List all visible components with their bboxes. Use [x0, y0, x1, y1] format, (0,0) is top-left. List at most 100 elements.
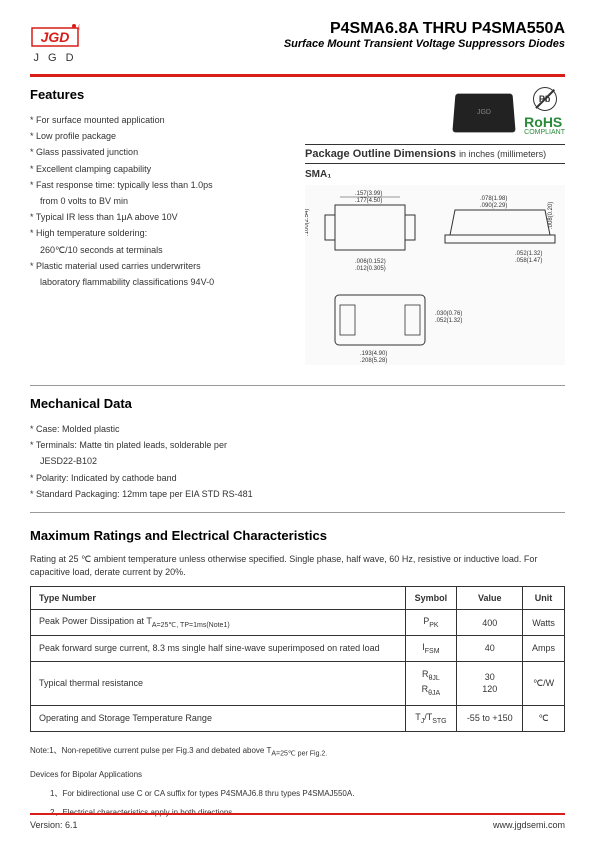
td-symbol: PPK — [405, 610, 457, 636]
pb-free-icon: Pb — [533, 87, 557, 111]
td-type: Operating and Storage Temperature Range — [31, 705, 406, 731]
table-row: Peak Power Dissipation at TA=25℃, TP=1ms… — [31, 610, 565, 636]
svg-text:®: ® — [78, 23, 80, 32]
dim: .090(2.29) — [480, 203, 507, 209]
table-row: Operating and Storage Temperature Range … — [31, 705, 565, 731]
pb-text: Pb — [539, 94, 551, 104]
table-header-row: Type Number Symbol Value Unit — [31, 587, 565, 610]
td-unit: ℃/W — [523, 661, 565, 705]
divider — [30, 512, 565, 513]
divider — [30, 385, 565, 386]
th-unit: Unit — [523, 587, 565, 610]
bipolar-heading: Devices for Bipolar Applications — [30, 769, 565, 782]
th-type: Type Number — [31, 587, 406, 610]
logo: JGD ® J G D — [30, 20, 80, 64]
logo-text: J G D — [33, 52, 76, 64]
feature-item: Plastic material used carries underwrite… — [30, 258, 285, 274]
note-1: Note:1、Non-repetitive current pulse per … — [30, 745, 565, 760]
td-unit: ℃ — [523, 705, 565, 731]
version-text: Version: 6.1 — [30, 820, 78, 830]
feature-indent: laboratory flammability classifications … — [30, 274, 285, 290]
ratings-heading: Maximum Ratings and Electrical Character… — [30, 528, 565, 543]
package-heading: Package Outline Dimensions in inches (mi… — [305, 144, 565, 164]
feature-item: Fast response time: typically less than … — [30, 177, 285, 193]
features-list-2: Typical IR less than 1μA above 10V High … — [30, 209, 285, 241]
left-column: Features For surface mounted application… — [30, 87, 285, 365]
mech-item: Terminals: Matte tin plated leads, solde… — [30, 437, 565, 453]
package-units: in inches (millimeters) — [459, 149, 546, 159]
td-symbol: IFSM — [405, 635, 457, 661]
mechanical-section: Mechanical Data Case: Molded plastic Ter… — [0, 396, 595, 502]
feature-indent: 260℃/10 seconds at terminals — [30, 242, 285, 258]
mechanical-list: Case: Molded plastic Terminals: Matte ti… — [30, 421, 565, 453]
content-columns: Features For surface mounted application… — [0, 77, 595, 375]
mech-item: Case: Molded plastic — [30, 421, 565, 437]
header: JGD ® J G D P4SMA6.8A THRU P4SMA550A Sur… — [0, 0, 595, 69]
rohs-sub: COMPLIANT — [524, 129, 565, 136]
td-value: 40 — [457, 635, 523, 661]
td-value: 400 — [457, 610, 523, 636]
right-column: JGD Pb RoHS COMPLIANT Package Outline Di… — [305, 87, 565, 365]
table-row: Typical thermal resistance RθJLRθJA 3012… — [31, 661, 565, 705]
url-text: www.jgdsemi.com — [493, 820, 565, 830]
features-list-3: Plastic material used carries underwrite… — [30, 258, 285, 274]
ratings-section: Maximum Ratings and Electrical Character… — [0, 523, 595, 737]
page-title: P4SMA6.8A THRU P4SMA550A — [284, 20, 565, 38]
dim: .058(1.47) — [515, 258, 542, 264]
svg-text:JGD: JGD — [477, 108, 491, 115]
title-block: P4SMA6.8A THRU P4SMA550A Surface Mount T… — [284, 20, 565, 50]
feature-item: High temperature soldering: — [30, 225, 285, 241]
th-value: Value — [457, 587, 523, 610]
svg-text:JGD: JGD — [41, 29, 70, 45]
feature-item: Excellent clamping capability — [30, 161, 285, 177]
dim: .052(1.32) — [435, 318, 462, 324]
mechanical-heading: Mechanical Data — [30, 396, 565, 411]
feature-indent: from 0 volts to BV min — [30, 193, 285, 209]
td-value: 30120 — [457, 661, 523, 705]
sma-label: SMA₁ — [305, 169, 565, 180]
package-heading-text: Package Outline Dimensions — [305, 148, 456, 160]
td-unit: Amps — [523, 635, 565, 661]
feature-item: Glass passivated junction — [30, 144, 285, 160]
dim: .052(1.32) — [515, 251, 542, 257]
th-symbol: Symbol — [405, 587, 457, 610]
dim: .157(3.99) — [355, 191, 382, 197]
ratings-note: Rating at 25 ℃ ambient temperature unles… — [30, 553, 565, 578]
dim: .030(0.76) — [435, 311, 462, 317]
feature-item: Low profile package — [30, 128, 285, 144]
features-heading: Features — [30, 87, 285, 102]
td-value: -55 to +150 — [457, 705, 523, 731]
td-type: Peak Power Dissipation at TA=25℃, TP=1ms… — [31, 610, 406, 636]
table-row: Peak forward surge current, 8.3 ms singl… — [31, 635, 565, 661]
ratings-table: Type Number Symbol Value Unit Peak Power… — [30, 586, 565, 732]
rohs-badge: RoHS COMPLIANT — [524, 115, 565, 136]
dim: .012(0.305) — [355, 266, 386, 272]
dim: .008(0.20) — [548, 202, 554, 229]
dim: .193(4.90) — [360, 351, 387, 357]
logo-icon: JGD ® — [30, 20, 80, 50]
dim: .078(1.98) — [480, 196, 507, 202]
features-list: For surface mounted application Low prof… — [30, 112, 285, 193]
td-type: Typical thermal resistance — [31, 661, 406, 705]
mechanical-list-2: Polarity: Indicated by cathode band Stan… — [30, 470, 565, 502]
feature-item: For surface mounted application — [30, 112, 285, 128]
footer-text: Version: 6.1 www.jgdsemi.com — [0, 815, 595, 842]
chip-image: JGD — [453, 93, 516, 132]
mech-item: Polarity: Indicated by cathode band — [30, 470, 565, 486]
dim: .208(5.28) — [360, 358, 387, 364]
dim: .006(0.152) — [355, 259, 386, 265]
td-symbol: TJ/TSTG — [405, 705, 457, 731]
mech-indent: JESD22-B102 — [30, 453, 565, 469]
package-diagram: .157(3.99) .177(4.50) .100(2.54) .006(0.… — [305, 185, 565, 365]
td-type: Peak forward surge current, 8.3 ms singl… — [31, 635, 406, 661]
footer: Version: 6.1 www.jgdsemi.com — [0, 813, 595, 842]
page-subtitle: Surface Mount Transient Voltage Suppress… — [284, 38, 565, 50]
td-symbol: RθJLRθJA — [405, 661, 457, 705]
mech-item: Standard Packaging: 12mm tape per EIA ST… — [30, 486, 565, 502]
feature-item: Typical IR less than 1μA above 10V — [30, 209, 285, 225]
bipolar-note-1: 1、For bidirectional use C or CA suffix f… — [30, 788, 565, 801]
dim: .177(4.50) — [355, 198, 382, 204]
td-unit: Watts — [523, 610, 565, 636]
rohs-text: RoHS — [524, 115, 565, 129]
badges-row: JGD Pb RoHS COMPLIANT — [305, 87, 565, 136]
